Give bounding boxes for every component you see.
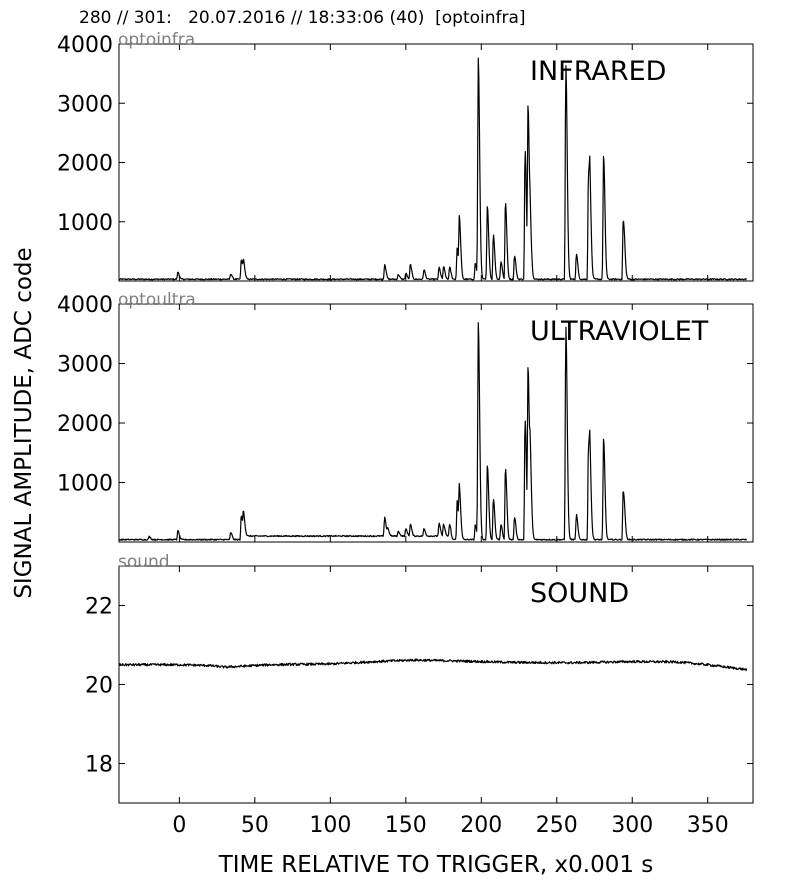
y-tick-label: 4000 [57, 293, 113, 318]
x-tick-label: 0 [172, 813, 186, 838]
y-tick-label: 1000 [57, 211, 113, 236]
channel-label: optoultra [118, 290, 196, 310]
y-axis-label: SIGNAL AMPLITUDE, ADC code [11, 247, 37, 598]
plot-frame [118, 565, 754, 804]
y-tick-label: 20 [85, 674, 113, 699]
x-tick-label: 200 [460, 813, 502, 838]
trace-optoultra [118, 322, 748, 541]
y-tick-label: 2000 [57, 152, 113, 177]
panel-sound [118, 565, 754, 804]
trace-optoinfra [118, 57, 747, 281]
panel-title: SOUND [530, 578, 629, 609]
channel-label: optoinfra [118, 30, 195, 50]
x-axis-label: TIME RELATIVE TO TRIGGER, x0.001 s [218, 852, 654, 878]
y-tick-label: 3000 [57, 353, 113, 378]
panel-title: INFRARED [530, 56, 666, 87]
y-tick-label: 22 [85, 595, 113, 620]
y-tick-label: 1000 [57, 472, 113, 497]
panel-optoultra [118, 303, 754, 543]
x-tick-label: 50 [241, 813, 269, 838]
panel-optoinfra [118, 43, 754, 282]
y-tick-label: 4000 [57, 33, 113, 58]
x-tick-label: 350 [687, 813, 729, 838]
channel-label: sound [118, 552, 170, 572]
x-tick-label: 300 [611, 813, 653, 838]
y-tick-label: 18 [85, 753, 113, 778]
y-tick-label: 2000 [57, 412, 113, 437]
x-tick-label: 150 [385, 813, 427, 838]
x-tick-label: 250 [536, 813, 578, 838]
chart-header: 280 // 301: 20.07.2016 // 18:33:06 (40) … [79, 8, 526, 28]
x-tick-label: 100 [309, 813, 351, 838]
trace-sound [118, 658, 748, 672]
panel-title: ULTRAVIOLET [530, 316, 709, 347]
y-tick-label: 3000 [57, 92, 113, 117]
